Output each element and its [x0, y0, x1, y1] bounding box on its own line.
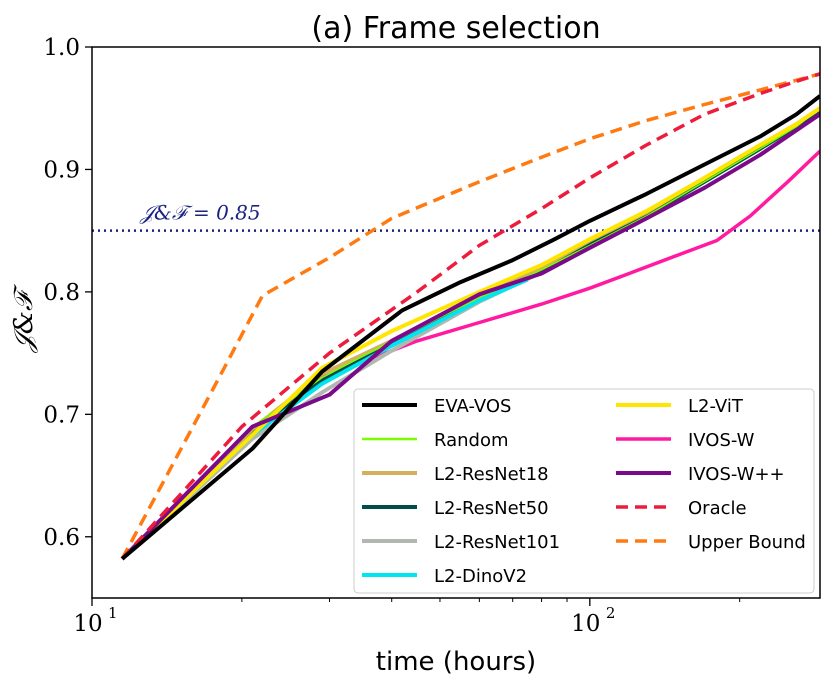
- x-tick-exponent: 2: [606, 604, 616, 622]
- y-axis-label: 𝒥&ℱ: [9, 283, 39, 354]
- series-line-oracle: [120, 72, 820, 560]
- legend-label-upper-bound: Upper Bound: [688, 532, 806, 553]
- legend-box: [353, 388, 815, 594]
- legend-label-ivos-w: IVOS-W++: [688, 464, 785, 485]
- x-tick-exponent: 1: [108, 604, 118, 622]
- plot-area: 𝒥&ℱ = 0.85 0.6 0.7 0.8 0.9 1.0 10 1 10 2 EVA-VOS Ra…: [43, 35, 821, 637]
- x-tick-label: 10: [571, 611, 600, 637]
- y-tick-label: 0.9: [43, 157, 80, 183]
- x-axis-label: time (hours): [376, 647, 536, 677]
- legend-label-l2-vit: L2-ViT: [688, 396, 744, 417]
- series-line-l2-vit: [120, 106, 820, 561]
- series-line-ivos-w: [120, 112, 820, 561]
- legend-label-l2-resnet50: L2-ResNet50: [434, 498, 549, 519]
- legend-label-oracle: Oracle: [688, 498, 747, 519]
- chart-title: (a) Frame selection: [311, 11, 600, 46]
- y-tick-label: 0.8: [43, 280, 80, 306]
- legend-label-l2-resnet18: L2-ResNet18: [434, 464, 549, 485]
- legend-label-ivos-w: IVOS-W: [688, 430, 755, 451]
- x-tick-label: 10: [73, 611, 102, 637]
- legend-label-eva-vos: EVA-VOS: [434, 396, 511, 417]
- y-tick-label: 0.6: [43, 525, 80, 551]
- series-line-eva-vos: [120, 94, 820, 561]
- axes-frame: [91, 46, 821, 599]
- legend-label-l2-resnet101: L2-ResNet101: [434, 532, 560, 553]
- legend-label-random: Random: [434, 430, 509, 451]
- legend-label-l2-dinov2: L2-DinoV2: [434, 566, 527, 587]
- series-line-upper-bound: [120, 72, 820, 560]
- y-tick-label: 0.7: [43, 402, 80, 428]
- series-group: [92, 72, 820, 561]
- legend: EVA-VOS Random L2-ResNet18 L2-ResNet50 L2-Re…: [353, 388, 815, 594]
- reference-label: 𝒥&ℱ = 0.85: [139, 201, 260, 225]
- y-tick-label: 1.0: [43, 35, 80, 61]
